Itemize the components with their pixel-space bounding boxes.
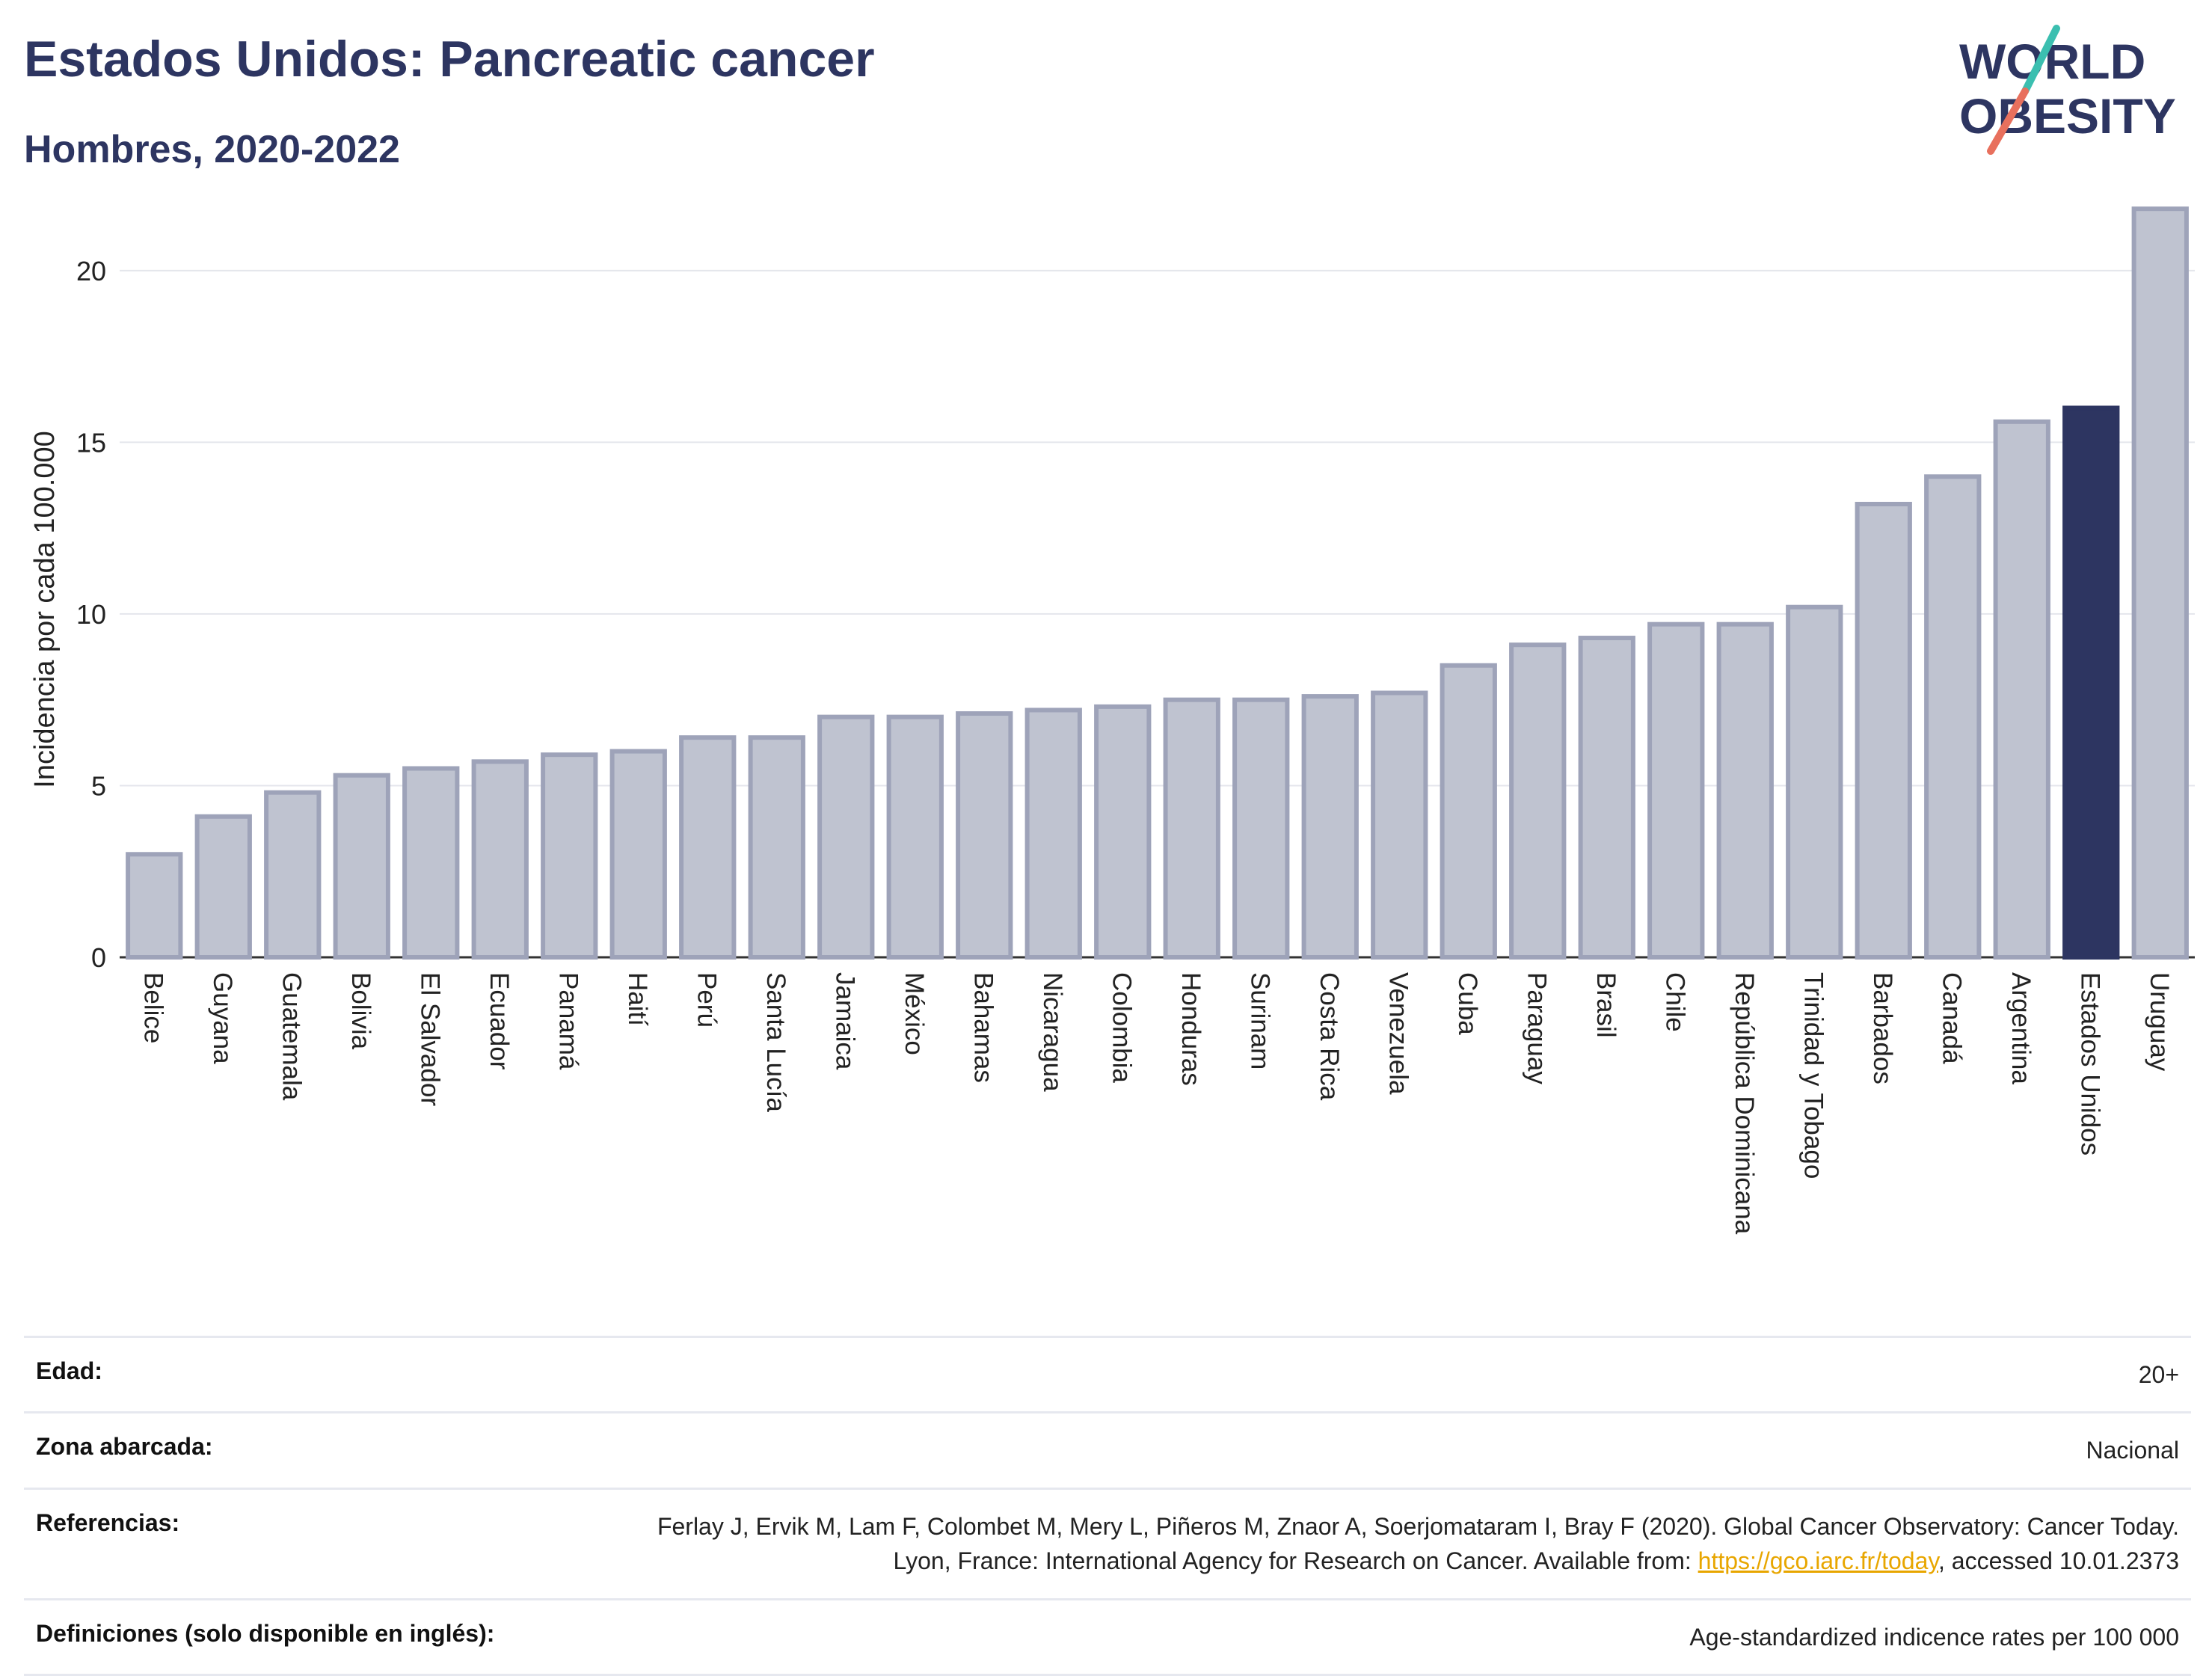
x-tick-label: Belice [138,972,168,1043]
x-tick-label: Uruguay [2145,972,2174,1072]
x-tick-label: Panamá [553,972,583,1070]
y-axis-label: Incidencia por cada 100.000 [29,431,61,788]
bar-belice [126,852,183,960]
y-tick-label: 0 [91,942,106,973]
info-row-zone: Zona abarcada: Nacional [24,1411,2191,1487]
y-tick-label: 5 [91,770,106,801]
info-row-age: Edad: 20+ [24,1336,2191,1411]
bar-bahamas [956,711,1013,960]
x-tick-label: Nicaragua [1038,972,1067,1092]
bar-haití [609,749,667,960]
bar-venezuela [1371,690,1428,960]
bar-canadá [1924,474,1982,960]
x-tick-label: Chile [1660,972,1689,1032]
references-accessed: , accessed 10.01.2373 [1938,1547,2179,1575]
logo-slash-teal [2021,25,2060,95]
bar-guatemala [264,790,322,960]
references-value: Ferlay J, Ervik M, Lam F, Colombet M, Me… [609,1509,2179,1579]
x-tick-label: Haití [623,972,652,1026]
bar-chart: 0 5 10 15 20 Belice Guyana Guatemala Bolivia El … [29,206,2195,1235]
x-tick-label: Canadá [1937,972,1966,1064]
x-tick-label: Costa Rica [1315,972,1344,1101]
bar-barbados [1855,502,1912,960]
x-tick-label: Bolivia [346,972,375,1050]
bars [126,206,2189,960]
logo-line2: OBESITY [1959,88,2176,144]
zone-value: Nacional [2086,1437,2179,1464]
bar-bolivia [333,773,390,960]
bar-guyana [194,814,252,960]
info-row-references: Referencias: Ferlay J, Ervik M, Lam F, C… [24,1487,2191,1598]
page-title: Estados Unidos: Pancreatic cancer [24,31,875,88]
bar-estados-unidos [2062,405,2120,960]
y-tick-label: 20 [76,256,106,286]
bar-santa-lucía [748,735,805,960]
x-tick-label: Surinam [1245,972,1274,1069]
bar-cuba [1440,663,1497,960]
bar-nicaragua [1024,707,1082,960]
x-tick-label: Trinidad y Tobago [1798,972,1828,1179]
bar-argentina [1993,419,2050,960]
x-tick-label: Colombia [1107,972,1136,1083]
age-value: 20+ [2138,1361,2179,1388]
bar-paraguay [1509,642,1567,960]
x-tick-label: Jamaica [830,972,859,1070]
bar-ecuador [471,759,529,960]
bar-panamá [541,752,598,960]
x-tick-label: Cuba [1453,972,1482,1035]
x-tick-label: Barbados [1868,972,1897,1084]
x-tick-label: Ecuador [485,972,514,1070]
x-tick-label: Santa Lucía [761,972,790,1112]
references-label: Referencias: [36,1508,180,1536]
grid-lines [120,269,2195,959]
y-tick-labels: 0 5 10 15 20 [76,256,106,973]
bar-méxico [886,714,944,960]
x-tick-label: Estados Unidos [2075,972,2104,1155]
y-tick-label: 10 [76,599,106,630]
bar-república-dominicana [1716,621,1774,960]
references-link[interactable]: https://gco.iarc.fr/today [1698,1547,1938,1575]
x-tick-label: Paraguay [1522,972,1551,1084]
info-row-definitions: Definiciones (solo disponible en inglés)… [24,1597,2191,1676]
bar-uruguay [2131,206,2189,960]
x-tick-label: Brasil [1591,972,1620,1038]
bar-colombia [1094,704,1152,960]
x-tick-label: Perú [692,972,721,1028]
bar-costa-rica [1301,694,1359,960]
info-table: Edad: 20+ Zona abarcada: Nacional Refere… [24,1336,2191,1676]
age-label: Edad: [36,1357,102,1384]
x-tick-label: Bahamas [968,972,998,1083]
logo-slash-red [1987,88,2029,155]
x-tick-label: Argentina [2006,972,2036,1084]
x-tick-label: Guatemala [277,972,306,1101]
bar-brasil [1578,636,1635,960]
x-tick-label: El Salvador [415,972,444,1106]
bar-surinam [1232,697,1290,960]
bar-perú [679,735,737,960]
x-tick-label: México [900,972,929,1055]
bar-trinidad-y-tobago [1786,604,1843,960]
bar-jamaica [817,714,875,960]
references-text: Ferlay J, Ervik M, Lam F, Colombet M, Me… [657,1512,2179,1575]
bar-honduras [1163,697,1220,960]
y-tick-label: 15 [76,427,106,458]
x-tick-label: Venezuela [1383,972,1413,1095]
x-tick-labels: Belice Guyana Guatemala Bolivia El Salvador E… [138,972,2174,1235]
page-subtitle: Hombres, 2020-2022 [24,128,400,171]
x-tick-label: República Dominicana [1730,972,1759,1235]
bar-el-salvador [402,766,460,960]
world-obesity-logo: WORLD OBESITY [1959,25,2176,155]
definitions-value: Age-standardized indicence rates per 100… [1689,1623,2179,1651]
zone-label: Zona abarcada: [36,1433,213,1461]
x-tick-label: Honduras [1176,972,1205,1086]
x-tick-label: Guyana [208,972,237,1064]
definitions-label: Definiciones (solo disponible en inglés)… [36,1619,495,1647]
bar-chile [1647,621,1705,960]
